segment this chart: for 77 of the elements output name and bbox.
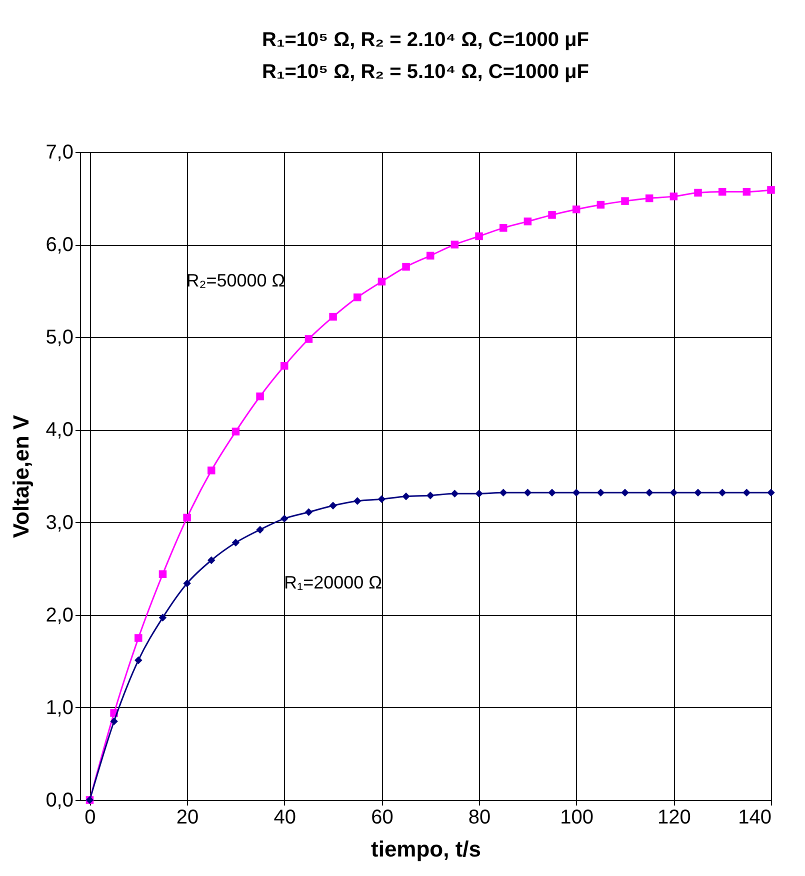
point xyxy=(450,240,459,248)
point xyxy=(670,488,678,497)
point xyxy=(329,502,337,510)
point xyxy=(378,495,386,504)
point xyxy=(596,200,605,209)
point xyxy=(134,634,142,642)
point xyxy=(475,232,483,240)
x-tick-label: 0 xyxy=(84,806,96,828)
point xyxy=(426,252,434,260)
point xyxy=(426,492,434,500)
x-tick-label: 80 xyxy=(468,806,491,828)
point xyxy=(645,488,654,497)
point xyxy=(596,488,605,497)
y-tick-label: 7,0 xyxy=(46,142,74,164)
x-tick-label: 140 xyxy=(738,806,772,828)
point xyxy=(475,490,483,498)
chart-subtitle: R₁=10⁵ Ω, R₂ = 5.10⁴ Ω, C=1000 μF xyxy=(262,61,590,83)
point xyxy=(767,186,775,194)
point xyxy=(110,717,118,726)
x-tick-label: 100 xyxy=(560,806,594,828)
x-tick-label: 120 xyxy=(657,806,691,828)
annotation: R₁=20000 Ω xyxy=(284,572,382,592)
point xyxy=(329,312,337,321)
point xyxy=(354,293,362,302)
point xyxy=(208,466,216,474)
point xyxy=(572,206,580,214)
chart-title: R₁=10⁵ Ω, R₂ = 2.10⁴ Ω, C=1000 μF xyxy=(262,29,590,51)
point xyxy=(256,392,264,400)
point xyxy=(524,488,532,497)
point xyxy=(621,197,629,205)
point xyxy=(256,526,264,534)
point xyxy=(232,428,240,436)
point xyxy=(280,514,288,522)
point xyxy=(548,211,556,219)
point xyxy=(718,188,726,196)
point xyxy=(378,278,386,286)
point xyxy=(742,488,751,497)
point xyxy=(645,194,654,202)
point xyxy=(767,488,775,497)
point xyxy=(742,188,751,196)
x-tick-label: 20 xyxy=(176,806,199,828)
y-tick-label: 3,0 xyxy=(46,512,74,534)
point xyxy=(402,492,410,500)
point xyxy=(158,614,167,622)
point xyxy=(280,362,288,370)
annotation: R₂=50000 Ω xyxy=(186,270,286,291)
y-axis-title: Voltaje,en V xyxy=(8,414,34,538)
point xyxy=(572,488,580,497)
x-axis-title: tiempo, t/s xyxy=(370,836,482,862)
x-tick-label: 40 xyxy=(274,806,296,828)
point xyxy=(183,514,191,522)
point xyxy=(208,556,216,564)
point xyxy=(158,570,167,578)
point xyxy=(670,192,678,200)
y-tick-label: 4,0 xyxy=(46,419,74,442)
x-tick-label: 60 xyxy=(371,806,394,828)
point xyxy=(183,580,191,588)
point xyxy=(694,488,702,497)
y-tick-label: 5,0 xyxy=(46,326,74,349)
point xyxy=(304,335,313,343)
point xyxy=(499,224,508,232)
point xyxy=(232,538,240,547)
point xyxy=(548,488,556,497)
point xyxy=(354,497,362,505)
y-tick-label: 2,0 xyxy=(46,604,74,626)
y-tick-label: 1,0 xyxy=(46,696,74,719)
point xyxy=(694,188,702,197)
point xyxy=(718,488,726,497)
y-tick-label: 0,0 xyxy=(46,790,74,812)
point xyxy=(621,488,629,497)
point xyxy=(402,262,410,271)
point xyxy=(524,218,532,226)
point xyxy=(304,508,313,516)
point xyxy=(450,490,459,498)
point xyxy=(499,488,508,497)
y-tick-label: 6,0 xyxy=(46,234,74,256)
point xyxy=(134,656,142,664)
